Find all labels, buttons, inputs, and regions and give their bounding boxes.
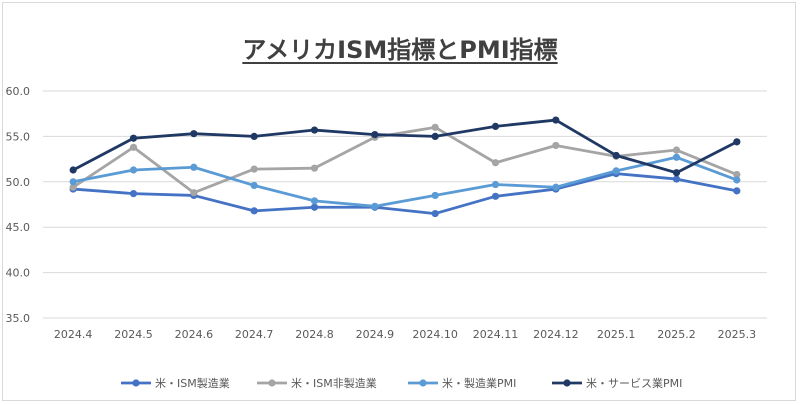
data-point [552,183,560,191]
x-tick-label: 2024.5 [114,328,153,341]
data-point [552,141,560,150]
x-tick-label: 2025.1 [597,328,636,341]
data-point [129,166,138,174]
data-point [431,191,439,200]
series-3 [69,153,741,210]
data-point [491,192,500,200]
data-point [491,159,500,167]
data-point [371,130,379,139]
legend-item: 米・ISM製造業 [121,376,230,390]
data-point [612,167,620,175]
x-tick-label: 2024.9 [356,328,395,341]
data-point [310,126,319,134]
x-tick-label: 2024.10 [412,328,458,341]
x-tick-label: 2024.8 [295,328,334,341]
data-point [733,176,741,184]
data-point [129,190,138,198]
data-point [672,146,681,154]
data-point [733,138,741,146]
data-point [310,197,319,205]
data-point [250,207,258,215]
data-point [612,151,620,160]
y-tick-label: 50.0 [6,176,31,189]
data-point [190,163,198,171]
data-point [672,153,681,161]
legend-label: 米・ISM製造業 [155,376,230,390]
legend-label: 米・製造業PMI [442,376,516,390]
legend-swatch-marker [563,379,571,387]
series-group [69,116,741,218]
data-point [431,123,439,131]
data-point [190,189,198,197]
data-point [69,183,77,191]
data-point [69,166,77,174]
y-tick-label: 35.0 [6,312,31,325]
series-line [72,125,738,195]
x-tick-label: 2025.3 [718,328,757,341]
x-tick-label: 2024.12 [533,328,579,341]
x-tick-label: 2024.11 [473,328,519,341]
data-point [250,165,258,173]
x-tick-label: 2024.6 [175,328,214,341]
data-point [552,116,560,124]
data-point [250,181,258,190]
legend: 米・ISM製造業 米・ISM非製造業 米・製造業PMI 米・サービス業PMI [121,376,682,390]
y-tick-label: 45.0 [6,221,31,234]
x-axis-ticks: 2024.4 2024.5 2024.6 2024.7 2024.8 2024.9 2024… [54,328,756,341]
series-line [72,155,738,208]
data-point [69,178,77,186]
series-4 [69,116,741,177]
x-tick-label: 2025.2 [657,328,696,341]
legend-label: 米・ISM非製造業 [291,376,377,390]
data-point [733,170,741,179]
data-point [129,134,138,142]
series-line [72,118,738,175]
grid-lines [43,90,767,319]
x-tick-label: 2024.7 [235,328,274,341]
data-point [250,132,258,140]
data-point [129,143,138,151]
data-point [733,187,741,195]
chart-title: アメリカISM指標とPMI指標 [242,36,558,64]
data-point [310,203,319,211]
legend-swatch-marker [419,379,427,387]
legend-item: 米・サービス業PMI [552,377,682,390]
y-tick-label: 40.0 [6,267,31,280]
data-point [491,122,500,131]
data-point [190,130,198,138]
data-point [672,175,681,183]
data-point [431,209,439,218]
legend-item: 米・ISM非製造業 [257,376,377,390]
legend-label: 米・サービス業PMI [586,377,682,390]
series-1 [69,170,741,218]
y-tick-label: 55.0 [6,130,31,143]
legend-swatch-marker [132,379,140,387]
y-tick-label: 60.0 [6,85,31,98]
data-point [491,180,500,189]
x-tick-label: 2024.4 [54,328,93,341]
legend-item: 米・製造業PMI [408,376,516,390]
data-point [431,132,439,140]
series-line [73,172,738,215]
data-point [310,164,319,172]
data-point [672,169,681,177]
legend-swatch-marker [268,379,276,387]
y-axis-ticks: 35.0 40.0 45.0 50.0 55.0 60.0 [6,85,31,325]
data-point [371,202,379,210]
